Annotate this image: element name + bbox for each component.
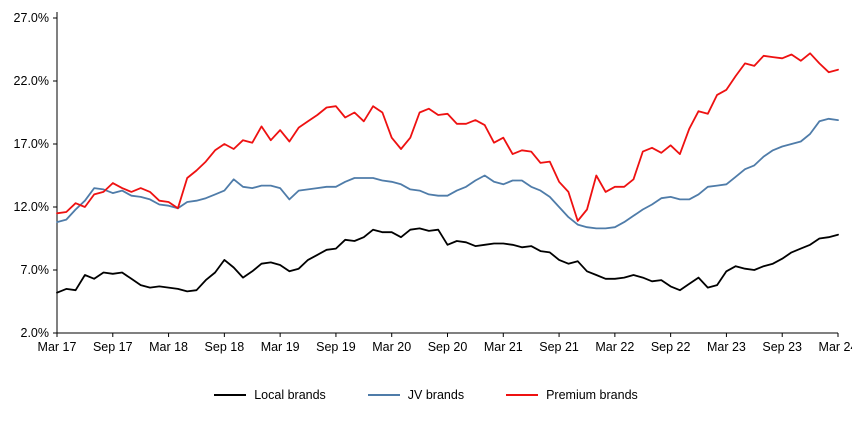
legend-item-premium-brands: Premium brands (506, 388, 638, 402)
x-tick-label: Sep 19 (316, 340, 356, 354)
x-tick-label: Sep 20 (428, 340, 468, 354)
legend-line-swatch-jv-brands (367, 394, 400, 396)
y-tick-label: 17.0% (14, 137, 49, 151)
legend-line-swatch-premium-brands (506, 394, 539, 396)
legend-item-jv-brands: JV brands (367, 388, 465, 402)
y-tick-label: 2.0% (21, 326, 50, 340)
series-line-jv-brands (56, 117, 839, 230)
x-tick-label: Mar 21 (484, 340, 523, 354)
x-tick-label: Mar 22 (595, 340, 634, 354)
legend-item-local-brands: Local brands (214, 388, 326, 402)
x-tick-label: Mar 19 (261, 340, 300, 354)
legend-line-swatch-local-brands (214, 394, 247, 396)
x-tick-label: Sep 21 (539, 340, 579, 354)
y-tick-label: 7.0% (21, 263, 50, 277)
x-tick-label: Sep 18 (205, 340, 245, 354)
x-tick-label: Mar 20 (372, 340, 411, 354)
y-tick-label: 22.0% (14, 74, 49, 88)
line-chart: 2.0% 7.0% 12.0% 17.0% 22.0% 27.0% Mar 17 Sep 17… (14, 11, 852, 354)
y-tick-label: 27.0% (14, 11, 49, 25)
x-tick-label: Mar 17 (38, 340, 77, 354)
x-tick-label: Sep 22 (651, 340, 691, 354)
x-tick-label: Mar 18 (149, 340, 188, 354)
legend-label-local-brands: Local brands (254, 388, 326, 402)
x-tick-label: Mar 23 (707, 340, 746, 354)
series-line-premium-brands (56, 52, 839, 222)
x-tick-label: Mar 24 (819, 340, 852, 354)
chart-legend: Local brands JV brands Premium brands (0, 388, 852, 402)
legend-label-premium-brands: Premium brands (546, 388, 638, 402)
y-tick-label: 12.0% (14, 200, 49, 214)
series-line-local-brands (56, 227, 839, 294)
legend-label-jv-brands: JV brands (407, 388, 465, 402)
x-tick-label: Sep 17 (93, 340, 133, 354)
x-tick-label: Sep 23 (762, 340, 802, 354)
